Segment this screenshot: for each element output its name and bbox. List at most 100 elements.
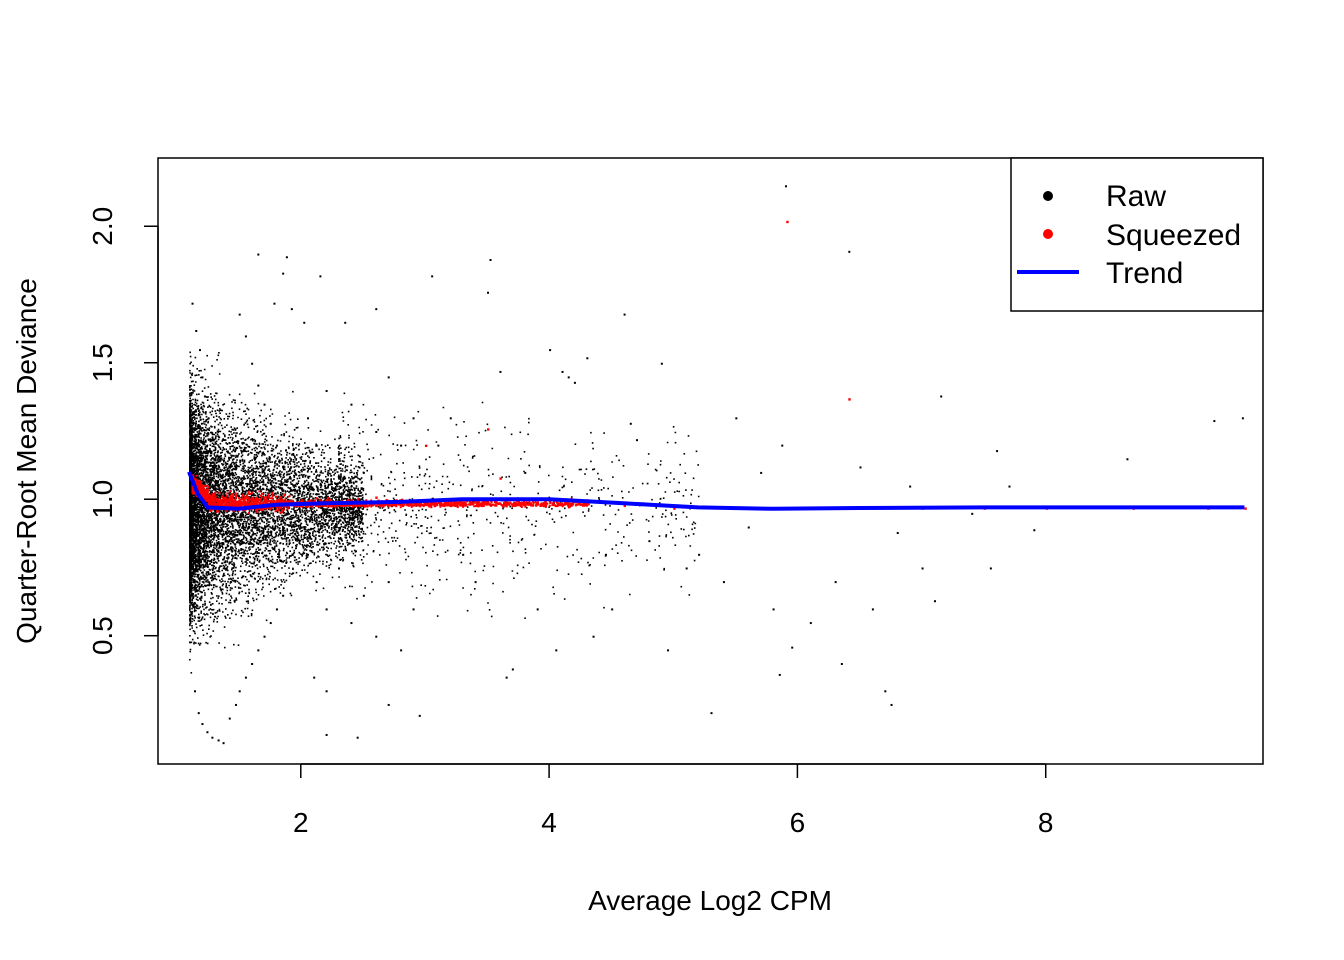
raw-point: [791, 646, 794, 649]
raw-point: [561, 370, 564, 373]
raw-point: [747, 526, 750, 529]
x-tick-label: 8: [1038, 807, 1054, 838]
raw-point: [207, 417, 210, 420]
raw-point: [198, 349, 201, 352]
squeezed-point: [487, 428, 490, 431]
raw-point: [511, 668, 514, 671]
raw-point: [387, 581, 390, 584]
raw-point: [871, 608, 874, 611]
raw-point: [211, 439, 214, 442]
raw-point: [667, 649, 670, 652]
legend-squeezed-label: Squeezed: [1106, 219, 1241, 252]
raw-point: [840, 663, 843, 665]
raw-point: [206, 731, 209, 734]
raw-point: [989, 567, 992, 570]
raw-point: [629, 422, 632, 425]
raw-point: [282, 272, 285, 275]
raw-point: [269, 622, 272, 625]
squeezed-point: [251, 499, 254, 502]
squeezed-point: [499, 477, 502, 480]
raw-point: [499, 370, 502, 373]
raw-point: [940, 395, 943, 398]
raw-point: [400, 649, 403, 652]
raw-points: [191, 185, 1244, 745]
raw-point: [201, 376, 204, 379]
raw-point: [784, 185, 787, 188]
raw-point: [338, 458, 341, 461]
raw-point: [418, 714, 421, 717]
raw-point: [549, 349, 552, 352]
raw-point: [778, 673, 781, 676]
raw-point: [1008, 485, 1011, 488]
raw-point: [338, 567, 341, 570]
squeezed-point: [238, 499, 242, 502]
raw-point: [848, 250, 851, 253]
legend-raw-label: Raw: [1106, 180, 1166, 213]
raw-point: [412, 417, 415, 420]
raw-point: [306, 553, 309, 556]
raw-point: [996, 450, 999, 453]
legend-raw-symbol: [1043, 191, 1053, 201]
raw-point: [275, 444, 278, 447]
legend-box: [1010, 157, 1264, 312]
raw-point: [213, 458, 216, 461]
raw-point: [474, 581, 477, 584]
y-axis-title: Quarter-Root Mean Deviance: [11, 278, 42, 644]
raw-point: [809, 622, 812, 625]
raw-point: [315, 581, 318, 584]
raw-point: [273, 302, 276, 305]
raw-point: [710, 712, 713, 715]
raw-point: [350, 622, 353, 625]
raw-point: [623, 313, 626, 316]
squeezed-point: [300, 499, 304, 502]
squeezed-point: [623, 504, 626, 508]
raw-point: [303, 321, 306, 324]
squeezed-point: [350, 499, 353, 502]
raw-point: [251, 663, 254, 665]
raw-point: [315, 444, 318, 447]
x-tick-label: 6: [790, 807, 806, 838]
x-tick-label: 4: [541, 807, 557, 838]
y-axis: 0.5 1.0 1.5 2.0: [87, 207, 159, 655]
raw-point: [325, 690, 328, 693]
y-tick-label: 2.0: [87, 207, 118, 246]
squeezed-point: [1244, 507, 1247, 510]
raw-point: [921, 567, 924, 570]
raw-point: [611, 608, 614, 611]
raw-point: [257, 649, 260, 652]
raw-point: [1213, 420, 1216, 423]
raw-point: [356, 736, 359, 739]
raw-point: [217, 739, 220, 742]
raw-point: [228, 717, 231, 720]
raw-point: [505, 676, 508, 679]
squeezed-point: [201, 491, 204, 494]
raw-point: [257, 384, 260, 387]
trend-line: [187, 471, 1245, 511]
raw-point: [567, 376, 570, 379]
raw-point: [325, 390, 328, 393]
raw-point: [216, 471, 219, 474]
raw-point: [555, 649, 558, 652]
squeezed-point: [207, 493, 211, 497]
y-tick-label: 1.0: [87, 480, 118, 519]
raw-point: [362, 594, 365, 597]
raw-point: [760, 471, 763, 474]
raw-point: [387, 376, 390, 379]
squeezed-point: [673, 507, 676, 510]
squeezed-point: [786, 220, 789, 224]
raw-point: [234, 703, 237, 706]
legend-trend-label: Trend: [1106, 257, 1183, 290]
raw-point: [524, 471, 527, 474]
raw-point: [275, 608, 278, 611]
raw-point: [648, 540, 651, 543]
y-tick-label: 1.5: [87, 343, 118, 382]
raw-point: [195, 329, 198, 332]
raw-point: [285, 256, 288, 259]
raw-point: [244, 676, 247, 679]
raw-point: [1126, 458, 1129, 461]
x-tick-label: 2: [293, 807, 309, 838]
raw-point: [781, 444, 784, 447]
raw-point: [282, 466, 285, 469]
raw-point: [412, 608, 415, 611]
x-axis-title: Average Log2 CPM: [588, 885, 832, 916]
